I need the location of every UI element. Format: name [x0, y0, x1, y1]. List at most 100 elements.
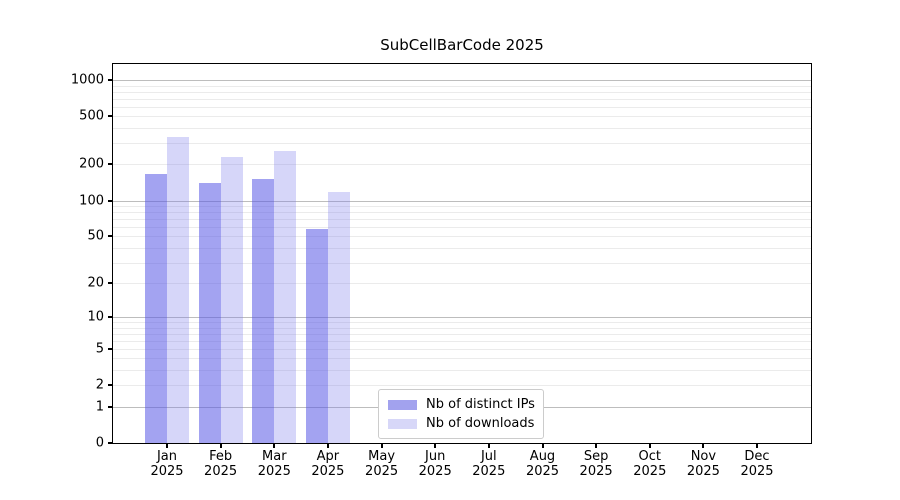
gridline-minor — [113, 358, 811, 360]
x-tick-mark — [380, 444, 383, 448]
x-label-month: Jun — [425, 449, 446, 464]
bar-feb-downloads — [220, 157, 243, 443]
gridline-minor — [113, 128, 811, 130]
y-tick-mark — [108, 442, 112, 444]
gridline-minor — [113, 370, 811, 372]
y-tick-mark — [108, 384, 112, 387]
bar-jan-downloads — [167, 137, 189, 443]
x-tick-mark — [273, 444, 276, 448]
y-tick-label: 200 — [79, 156, 104, 172]
x-label-month: Aug — [529, 449, 556, 464]
x-tick-mark — [648, 444, 651, 448]
x-tick-mark — [487, 444, 490, 448]
y-tick-label: 10 — [87, 309, 104, 325]
gridline-minor — [113, 91, 811, 93]
y-tick-label: 1 — [95, 399, 104, 415]
x-tick-mark — [541, 444, 544, 448]
x-tick-label: Aug 2025 — [513, 449, 573, 479]
x-tick-mark — [166, 444, 168, 448]
x-tick-mark — [326, 444, 329, 448]
x-label-month: Jul — [480, 449, 497, 464]
x-tick-mark — [434, 444, 437, 448]
gridline-minor — [113, 327, 811, 329]
y-tick-mark — [108, 235, 112, 238]
x-label-year: 2025 — [257, 464, 291, 479]
x-tick-label: Jun 2025 — [405, 449, 465, 479]
x-tick-label: May 2025 — [352, 449, 412, 479]
gridline-minor — [113, 236, 811, 238]
legend: Nb of distinct IPs Nb of downloads — [378, 389, 544, 439]
x-tick-mark — [702, 444, 705, 448]
legend-swatch-distinct-ips — [388, 399, 417, 410]
x-label-year: 2025 — [472, 464, 506, 479]
bar-apr-distinct-ips — [305, 228, 328, 443]
y-tick-label: 50 — [87, 228, 104, 244]
x-tick-label: Mar 2025 — [244, 449, 304, 479]
x-tick-label: Jul 2025 — [459, 449, 519, 479]
plot-area — [112, 63, 812, 444]
y-tick-label: 20 — [87, 275, 104, 291]
gridline-minor — [113, 98, 811, 100]
gridline-minor — [113, 227, 811, 228]
x-label-year: 2025 — [418, 464, 452, 479]
x-tick-label: Oct 2025 — [620, 449, 680, 479]
x-label-year: 2025 — [311, 464, 345, 479]
x-label-month: May — [368, 449, 396, 464]
x-tick-mark — [756, 444, 758, 448]
x-tick-label: Nov 2025 — [673, 449, 733, 479]
x-label-year: 2025 — [150, 464, 184, 479]
x-label-year: 2025 — [204, 464, 238, 479]
x-label-year: 2025 — [686, 464, 720, 479]
gridline-minor — [113, 348, 811, 350]
y-tick-mark — [108, 79, 112, 81]
gridline-minor — [113, 164, 811, 166]
x-label-month: Mar — [262, 449, 287, 464]
gridline-minor — [113, 385, 811, 387]
gridline-minor — [113, 262, 811, 264]
gridline-minor — [113, 212, 811, 214]
gridline-major — [113, 317, 811, 318]
y-tick-mark — [108, 115, 112, 118]
gridline-minor — [113, 333, 811, 335]
chart-title: SubCellBarCode 2025 — [380, 36, 544, 54]
x-tick-label: Dec 2025 — [727, 449, 787, 479]
legend-item-downloads: Nb of downloads — [388, 414, 534, 433]
bar-feb-distinct-ips — [198, 183, 221, 443]
y-tick-label: 5 — [95, 341, 104, 357]
y-tick-mark — [108, 347, 112, 350]
legend-label-distinct-ips: Nb of distinct IPs — [426, 397, 535, 412]
gridline-minor — [113, 206, 811, 207]
y-tick-label: 100 — [79, 193, 104, 208]
x-label-year: 2025 — [365, 464, 399, 479]
bar-jan-distinct-ips — [145, 174, 167, 443]
gridline-minor — [113, 143, 811, 145]
x-tick-label: Apr 2025 — [298, 449, 358, 479]
x-label-month: Oct — [638, 449, 662, 464]
gridline-minor — [113, 283, 811, 284]
legend-label-downloads: Nb of downloads — [426, 416, 535, 431]
legend-item-distinct-ips: Nb of distinct IPs — [388, 395, 535, 414]
y-tick-label: 0 — [95, 435, 104, 451]
x-label-month: Nov — [690, 449, 717, 464]
bar-apr-downloads — [327, 191, 350, 443]
gridline-minor — [113, 247, 811, 249]
gridline-minor — [113, 340, 811, 342]
y-tick-label: 1000 — [70, 72, 104, 88]
y-tick-mark — [108, 282, 112, 284]
y-tick-mark — [108, 163, 112, 166]
x-tick-label: Feb 2025 — [191, 449, 251, 479]
x-label-month: Feb — [209, 449, 233, 464]
y-tick-mark — [108, 405, 112, 408]
legend-swatch-downloads — [388, 418, 417, 429]
x-label-year: 2025 — [579, 464, 613, 479]
y-tick-label: 500 — [79, 108, 104, 124]
y-tick-mark — [108, 199, 112, 202]
x-label-month: Sep — [583, 449, 609, 464]
gridline-minor — [113, 322, 811, 323]
x-tick-mark — [595, 444, 598, 448]
bar-mar-distinct-ips — [252, 179, 275, 443]
x-tick-mark — [219, 444, 222, 448]
x-label-month: Dec — [744, 449, 770, 464]
x-tick-label: Sep 2025 — [566, 449, 626, 479]
bar-mar-downloads — [274, 150, 297, 443]
